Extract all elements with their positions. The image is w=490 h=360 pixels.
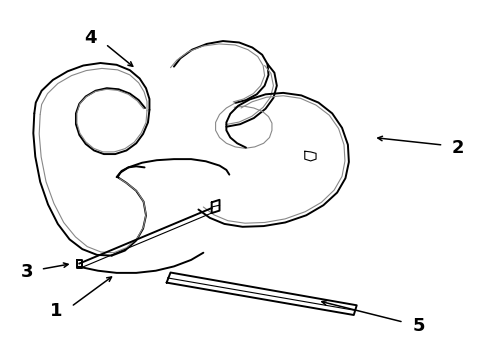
Text: 4: 4: [84, 29, 97, 47]
Text: 2: 2: [452, 139, 465, 157]
Text: 1: 1: [50, 302, 63, 320]
Text: 3: 3: [21, 263, 33, 281]
Text: 5: 5: [413, 317, 425, 335]
